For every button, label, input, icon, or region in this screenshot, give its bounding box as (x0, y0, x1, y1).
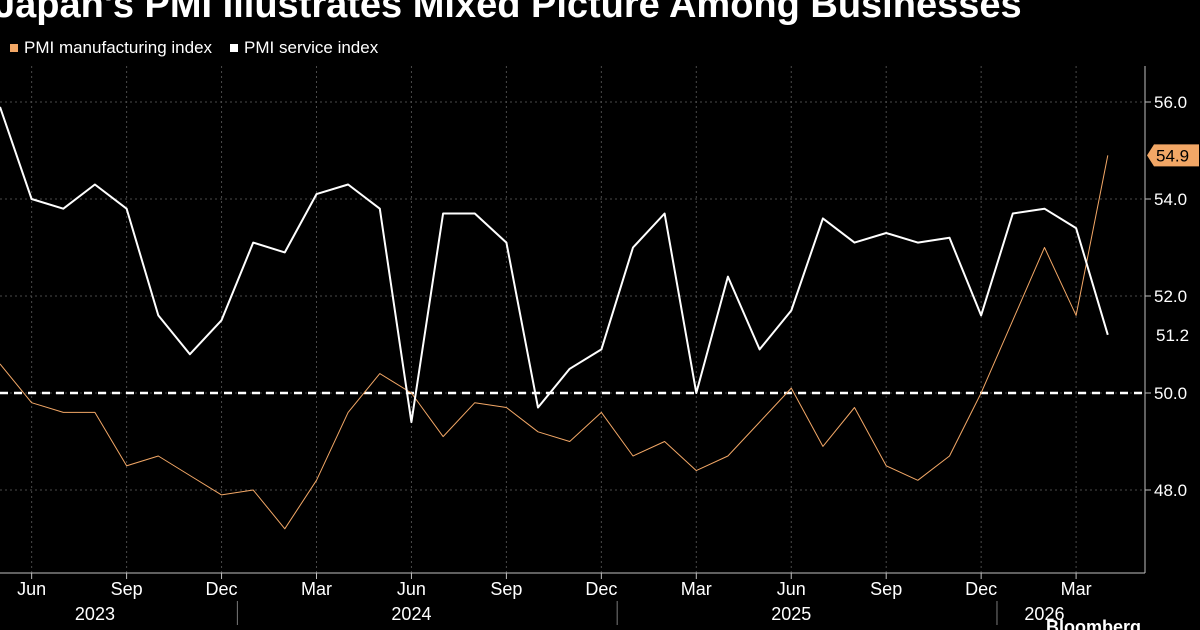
x-tick-label: Mar (1061, 579, 1092, 599)
x-tick-label: Dec (206, 579, 238, 599)
legend-swatch-manufacturing (10, 44, 18, 52)
y-tick-label: 50.0 (1154, 384, 1187, 403)
x-tick-label: Dec (585, 579, 617, 599)
x-tick-label: Sep (490, 579, 522, 599)
source-label: Bloomberg (1046, 617, 1142, 630)
year-label: 2024 (391, 604, 431, 624)
services-last-value-tag (1146, 323, 1200, 347)
y-tick-label: 52.0 (1154, 287, 1187, 306)
services-series-line (0, 106, 1109, 424)
x-tick-label: Jun (397, 579, 426, 599)
year-label: 2023 (75, 604, 115, 624)
y-tick-label: 54.0 (1154, 190, 1187, 209)
manufacturing-last-value-label: 54.9 (1156, 146, 1189, 165)
y-tick-label: 56.0 (1154, 93, 1187, 112)
x-tick-label: Mar (681, 579, 712, 599)
legend-label-manufacturing: PMI manufacturing index (24, 38, 213, 57)
year-label: 2025 (771, 604, 811, 624)
legend-item-services: PMI service index (230, 38, 378, 58)
y-tick-label: 48.0 (1154, 481, 1187, 500)
x-tick-label: Sep (870, 579, 902, 599)
x-tick-label: Mar (301, 579, 332, 599)
x-tick-label: Jun (777, 579, 806, 599)
year-label: 2026 (1024, 604, 1064, 624)
legend-label-services: PMI service index (244, 38, 379, 57)
chart-title: Japan's PMI Illustrates Mixed Picture Am… (0, 0, 1022, 26)
manufacturing-last-value-tag (1147, 144, 1199, 167)
chart-legend: PMI manufacturing index PMI service inde… (10, 36, 378, 60)
services-last-value-label: 51.2 (1156, 326, 1189, 345)
x-tick-label: Jun (17, 579, 46, 599)
legend-item-manufacturing: PMI manufacturing index (10, 38, 212, 58)
manufacturing-series-line (0, 155, 1109, 530)
x-tick-label: Sep (111, 579, 143, 599)
x-tick-label: Dec (965, 579, 997, 599)
legend-swatch-services (230, 44, 239, 52)
